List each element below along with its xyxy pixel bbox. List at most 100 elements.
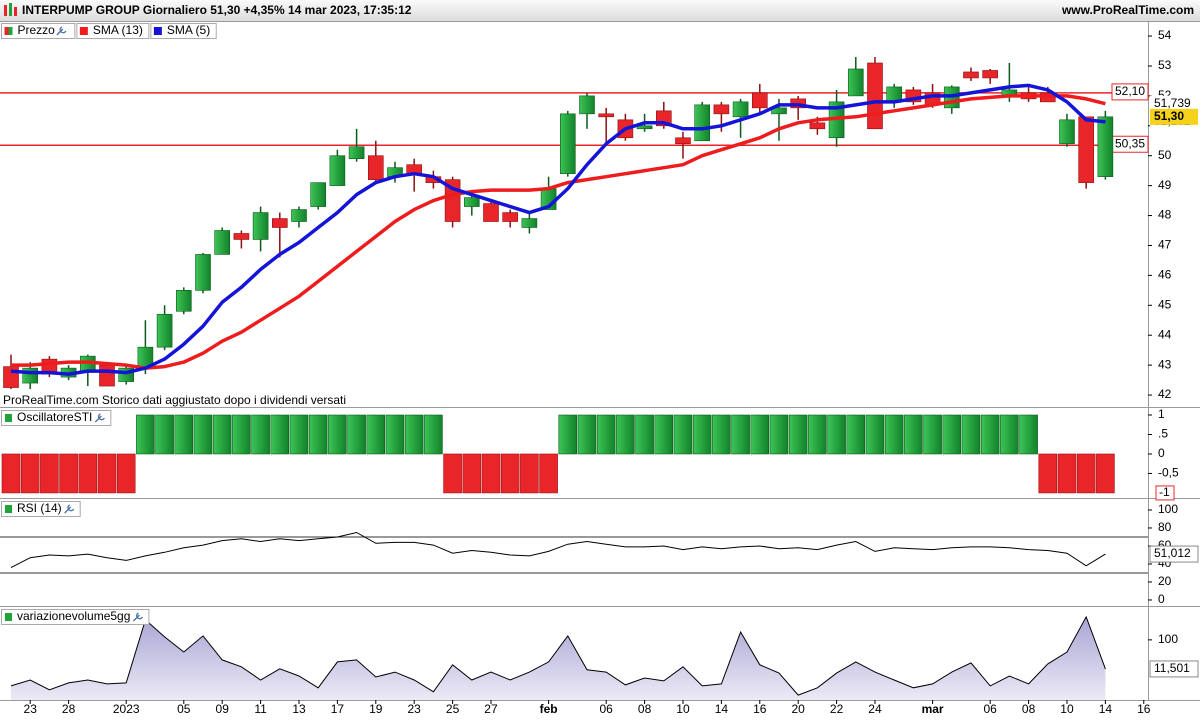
legend-box (150, 23, 217, 39)
bar (654, 414, 674, 455)
x-tick-label: 05 (177, 702, 191, 716)
candle-body (636, 125, 653, 130)
y-tick-label: 54 (1158, 28, 1172, 42)
x-tick-label: 28 (62, 702, 76, 716)
y-tick-label: 49 (1158, 178, 1172, 192)
bar (942, 414, 962, 455)
bar (424, 414, 443, 455)
bar (174, 414, 194, 455)
bar (328, 414, 347, 455)
last-value-box (1149, 545, 1199, 563)
bar (481, 453, 501, 494)
bar (20, 453, 40, 494)
settings-icon (132, 612, 143, 622)
x-tick-label: 22 (830, 702, 844, 716)
x-tick-label: 08 (638, 702, 652, 716)
bar (712, 414, 731, 455)
x-tick-label: 23 (408, 702, 422, 716)
x-tick-label: 24 (868, 702, 882, 716)
y-tick-label: 100 (1158, 632, 1178, 646)
settings-icon (94, 413, 105, 423)
y-tick-label: 45 (1158, 297, 1172, 311)
bar (616, 414, 635, 455)
bar (827, 414, 846, 455)
bar (846, 414, 866, 455)
x-tick-label: 16 (1137, 702, 1151, 716)
candle-body (463, 197, 480, 207)
settings-icon (64, 504, 75, 514)
bar (769, 414, 789, 455)
bar (1019, 414, 1038, 455)
app-icon (4, 3, 17, 16)
last-value-box (1150, 95, 1198, 112)
x-tick-label: feb (540, 702, 558, 716)
bar (980, 414, 1000, 455)
candle-body (1059, 119, 1075, 145)
x-tick-label: 19 (369, 702, 383, 716)
level-label: 50,35 (1115, 136, 1145, 150)
candle-body (367, 155, 384, 180)
candle-body (1078, 116, 1094, 183)
bar (1038, 453, 1058, 494)
candle-body (867, 62, 883, 130)
bar (673, 414, 693, 455)
source[interactable]: www.ProRealTime.com (1061, 3, 1194, 17)
bar (136, 414, 155, 455)
x-tick-label: 14 (1099, 702, 1113, 716)
bar (232, 414, 251, 455)
legend-swatch (8, 27, 13, 35)
bar (788, 414, 808, 455)
bar (520, 453, 539, 494)
y-tick-label: 100 (1158, 502, 1178, 516)
last-value-label: 11,501 (1154, 661, 1190, 675)
legend-box (76, 23, 150, 39)
candle-body (675, 137, 691, 145)
bar (1, 453, 21, 494)
candle-body (559, 113, 576, 174)
bar (692, 414, 712, 455)
x-tick-label: 06 (600, 702, 614, 716)
candle-body (598, 113, 614, 118)
bar (155, 414, 174, 455)
candle-body (905, 89, 922, 103)
x-tick-label: 08 (1022, 702, 1036, 716)
y-tick-label: 46 (1158, 268, 1172, 282)
bar (116, 453, 136, 494)
last-value-box (1155, 485, 1175, 501)
panel-title-swatch (5, 414, 12, 422)
candle-body (694, 104, 710, 142)
legend-swatch (153, 27, 162, 35)
bar (865, 414, 885, 455)
bar (558, 414, 578, 455)
legend-swatch (79, 27, 88, 35)
bar (443, 453, 462, 494)
y-tick-label: 42 (1158, 387, 1172, 401)
bar (923, 414, 942, 455)
panel-title-swatch (5, 505, 12, 513)
y-tick-label: 80 (1158, 520, 1172, 534)
candle-body (751, 92, 768, 109)
moving-average-line (10, 83, 1106, 376)
candle-body (521, 218, 538, 228)
bar (251, 414, 270, 455)
bar (1000, 414, 1019, 455)
candle-body (233, 233, 250, 240)
bar (40, 453, 59, 494)
y-tick-label: 0 (1158, 592, 1165, 606)
candle-body (771, 107, 787, 115)
bar (500, 453, 520, 494)
rsi-line (10, 531, 1106, 569)
x-tick-label: 2023 (113, 702, 140, 716)
candle-body (982, 70, 998, 79)
y-tick-label: 1 (1158, 407, 1165, 421)
area-fill (11, 616, 1106, 700)
candle-body (502, 212, 518, 222)
x-tick-label: 06 (983, 702, 997, 716)
settings-icon (56, 26, 67, 36)
x-tick-label: 16 (753, 702, 767, 716)
y-tick-label: .5 (1158, 427, 1168, 441)
legend-label: Prezzo (18, 23, 56, 37)
candle-body (483, 203, 499, 222)
